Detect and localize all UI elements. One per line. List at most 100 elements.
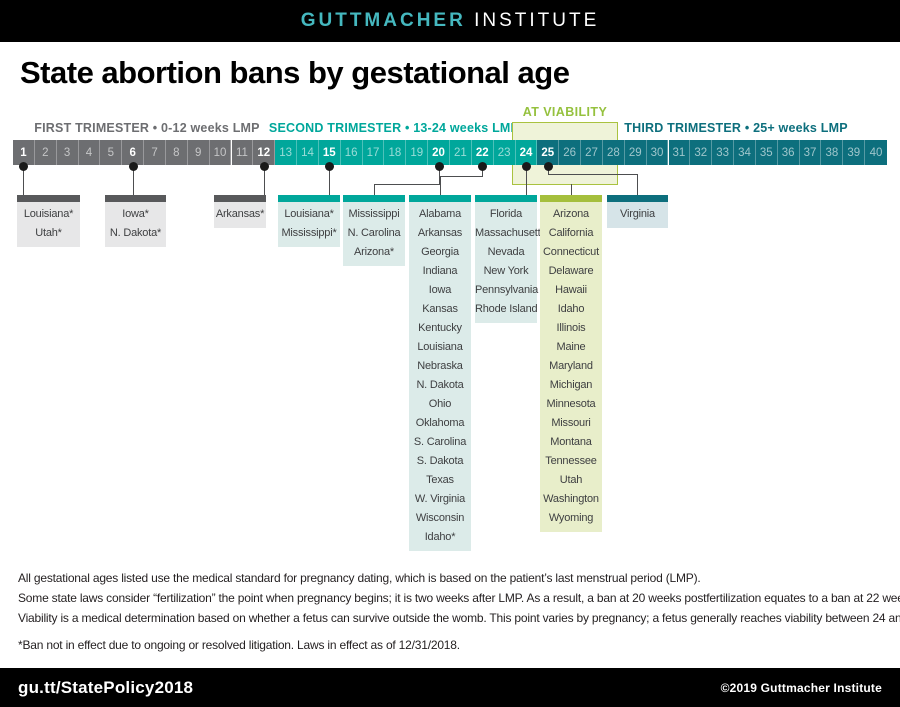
week-cell-22: 22	[471, 140, 494, 165]
week-cell-1: 1	[13, 140, 35, 165]
ban-column-body: Arkansas*	[214, 202, 266, 228]
state-label: S. Dakota	[416, 455, 464, 467]
viability-label: AT VIABILITY	[522, 105, 608, 119]
ban-column-week-25: Virginia	[607, 195, 668, 228]
footer-url: gu.tt/StatePolicy2018	[18, 677, 194, 697]
trimester-label-second: SECOND TRIMESTER • 13-24 weeks LMP	[268, 121, 520, 135]
state-label: Idaho*	[424, 531, 456, 543]
connector-col-3	[329, 166, 331, 195]
footnote-line-1: All gestational ages listed use the medi…	[18, 571, 701, 585]
state-label: Rhode Island	[475, 303, 538, 315]
ban-column-header	[17, 195, 80, 202]
ban-column-body: Iowa* N. Dakota*	[105, 202, 166, 247]
ban-column-body: Louisiana* Mississippi*	[278, 202, 340, 247]
week-cell-10: 10	[209, 140, 232, 165]
week-marker-dot-20	[434, 161, 444, 171]
state-label: N. Dakota*	[109, 227, 162, 239]
footnote-line-3: Viability is a medical determination bas…	[18, 611, 900, 625]
week-cell-25: 25	[537, 140, 560, 165]
footnote-line-4: *Ban not in effect due to ongoing or res…	[18, 638, 460, 652]
week-cell-2: 2	[34, 140, 57, 165]
ban-column-week-viability: Arizona California Connecticut Delaware Hawa…	[540, 195, 602, 532]
ban-column-body: Florida Massachusetts Nevada New York Pennsy…	[475, 202, 546, 323]
week-cell-6: 6	[122, 140, 145, 165]
ban-column-week-22: Alabama Arkansas Georgia Indiana Iowa Kansas K…	[409, 195, 471, 551]
week-cell-26: 26	[559, 140, 582, 165]
connector-col-4	[373, 184, 440, 185]
brand-primary: GUTTMACHER	[300, 10, 466, 31]
state-label: Hawaii	[555, 284, 587, 296]
ban-column-body: Mississippi N. Carolina Arizona*	[343, 202, 405, 266]
ban-column-header	[475, 195, 537, 202]
week-marker-dot-12	[259, 161, 269, 171]
state-label: Wisconsin	[415, 512, 465, 524]
state-label: Arkansas*	[215, 208, 265, 220]
state-label: Ohio	[428, 398, 452, 410]
state-label: Georgia	[421, 246, 459, 258]
week-cell-27: 27	[581, 140, 603, 165]
state-label: Maryland	[549, 360, 593, 372]
week-cell-23: 23	[493, 140, 516, 165]
state-label: Idaho	[557, 303, 585, 315]
connector-col-5	[439, 176, 484, 177]
ban-column-body: Alabama Arkansas Georgia Indiana Iowa Kansas K…	[409, 202, 471, 551]
connector-col-8	[637, 174, 638, 195]
state-label: Iowa	[428, 284, 452, 296]
brand-bar: GUTTMACHER INSTITUTE	[0, 0, 900, 42]
ban-column-week-1: Louisiana* Utah*	[17, 195, 80, 247]
state-label: Oklahoma	[415, 417, 465, 429]
week-cell-16: 16	[340, 140, 363, 165]
ban-column-header	[409, 195, 471, 202]
state-label: Florida	[489, 208, 523, 220]
state-label: Indiana	[422, 265, 458, 277]
state-label: Arizona*	[354, 246, 394, 258]
state-label: Mississippi*	[281, 227, 337, 239]
trimester-label-first: FIRST TRIMESTER • 0-12 weeks LMP	[34, 121, 260, 135]
connector-col-5	[482, 166, 484, 176]
brand-logo: GUTTMACHER INSTITUTE	[301, 10, 600, 32]
state-label: Wyoming	[548, 512, 594, 524]
state-label: Michigan	[549, 379, 593, 391]
state-label: Texas	[426, 474, 454, 486]
footnote-line-2: Some state laws consider “fertilization”…	[18, 591, 900, 605]
state-label: Utah*	[35, 227, 62, 239]
connector-col-4	[438, 166, 440, 184]
week-cell-29: 29	[624, 140, 647, 165]
week-cell-36: 36	[777, 140, 800, 165]
state-label: Arizona	[553, 208, 589, 220]
connector-col-7	[570, 184, 572, 195]
week-cell-31: 31	[668, 140, 691, 165]
state-label: New York	[483, 265, 529, 277]
week-cell-37: 37	[799, 140, 822, 165]
week-cell-7: 7	[144, 140, 166, 165]
trimester-label-third: THIRD TRIMESTER • 25+ weeks LMP	[624, 121, 848, 135]
state-label: Tennessee	[545, 455, 597, 467]
week-cell-5: 5	[100, 140, 123, 165]
state-label: Alabama	[418, 208, 461, 220]
ban-column-header	[105, 195, 166, 202]
state-label: Nevada	[487, 246, 525, 258]
ban-column-week-20: Mississippi N. Carolina Arizona*	[343, 195, 405, 266]
week-cell-14: 14	[297, 140, 319, 165]
week-cell-30: 30	[646, 140, 669, 165]
state-label: Arkansas	[417, 227, 463, 239]
week-cell-40: 40	[865, 140, 887, 165]
ban-column-body: Virginia	[607, 202, 668, 228]
week-cell-3: 3	[56, 140, 79, 165]
week-cell-15: 15	[318, 140, 341, 165]
week-cell-32: 32	[690, 140, 713, 165]
state-label: Louisiana*	[284, 208, 334, 220]
state-label: Louisiana*	[23, 208, 74, 220]
week-cell-24: 24	[515, 140, 538, 165]
week-cell-4: 4	[78, 140, 101, 165]
state-label: Delaware	[548, 265, 594, 277]
week-cell-20: 20	[428, 140, 450, 165]
state-label: Utah	[559, 474, 583, 486]
connector-col-1	[132, 166, 134, 195]
connector-col-0	[23, 166, 25, 195]
ban-column-body: Arizona California Connecticut Delaware Hawa…	[540, 202, 602, 532]
state-label: Minnesota	[546, 398, 596, 410]
ban-column-header	[607, 195, 668, 202]
footer-copyright: ©2019 Guttmacher Institute	[720, 680, 882, 695]
page-title: State abortion bans by gestational age	[20, 55, 570, 90]
